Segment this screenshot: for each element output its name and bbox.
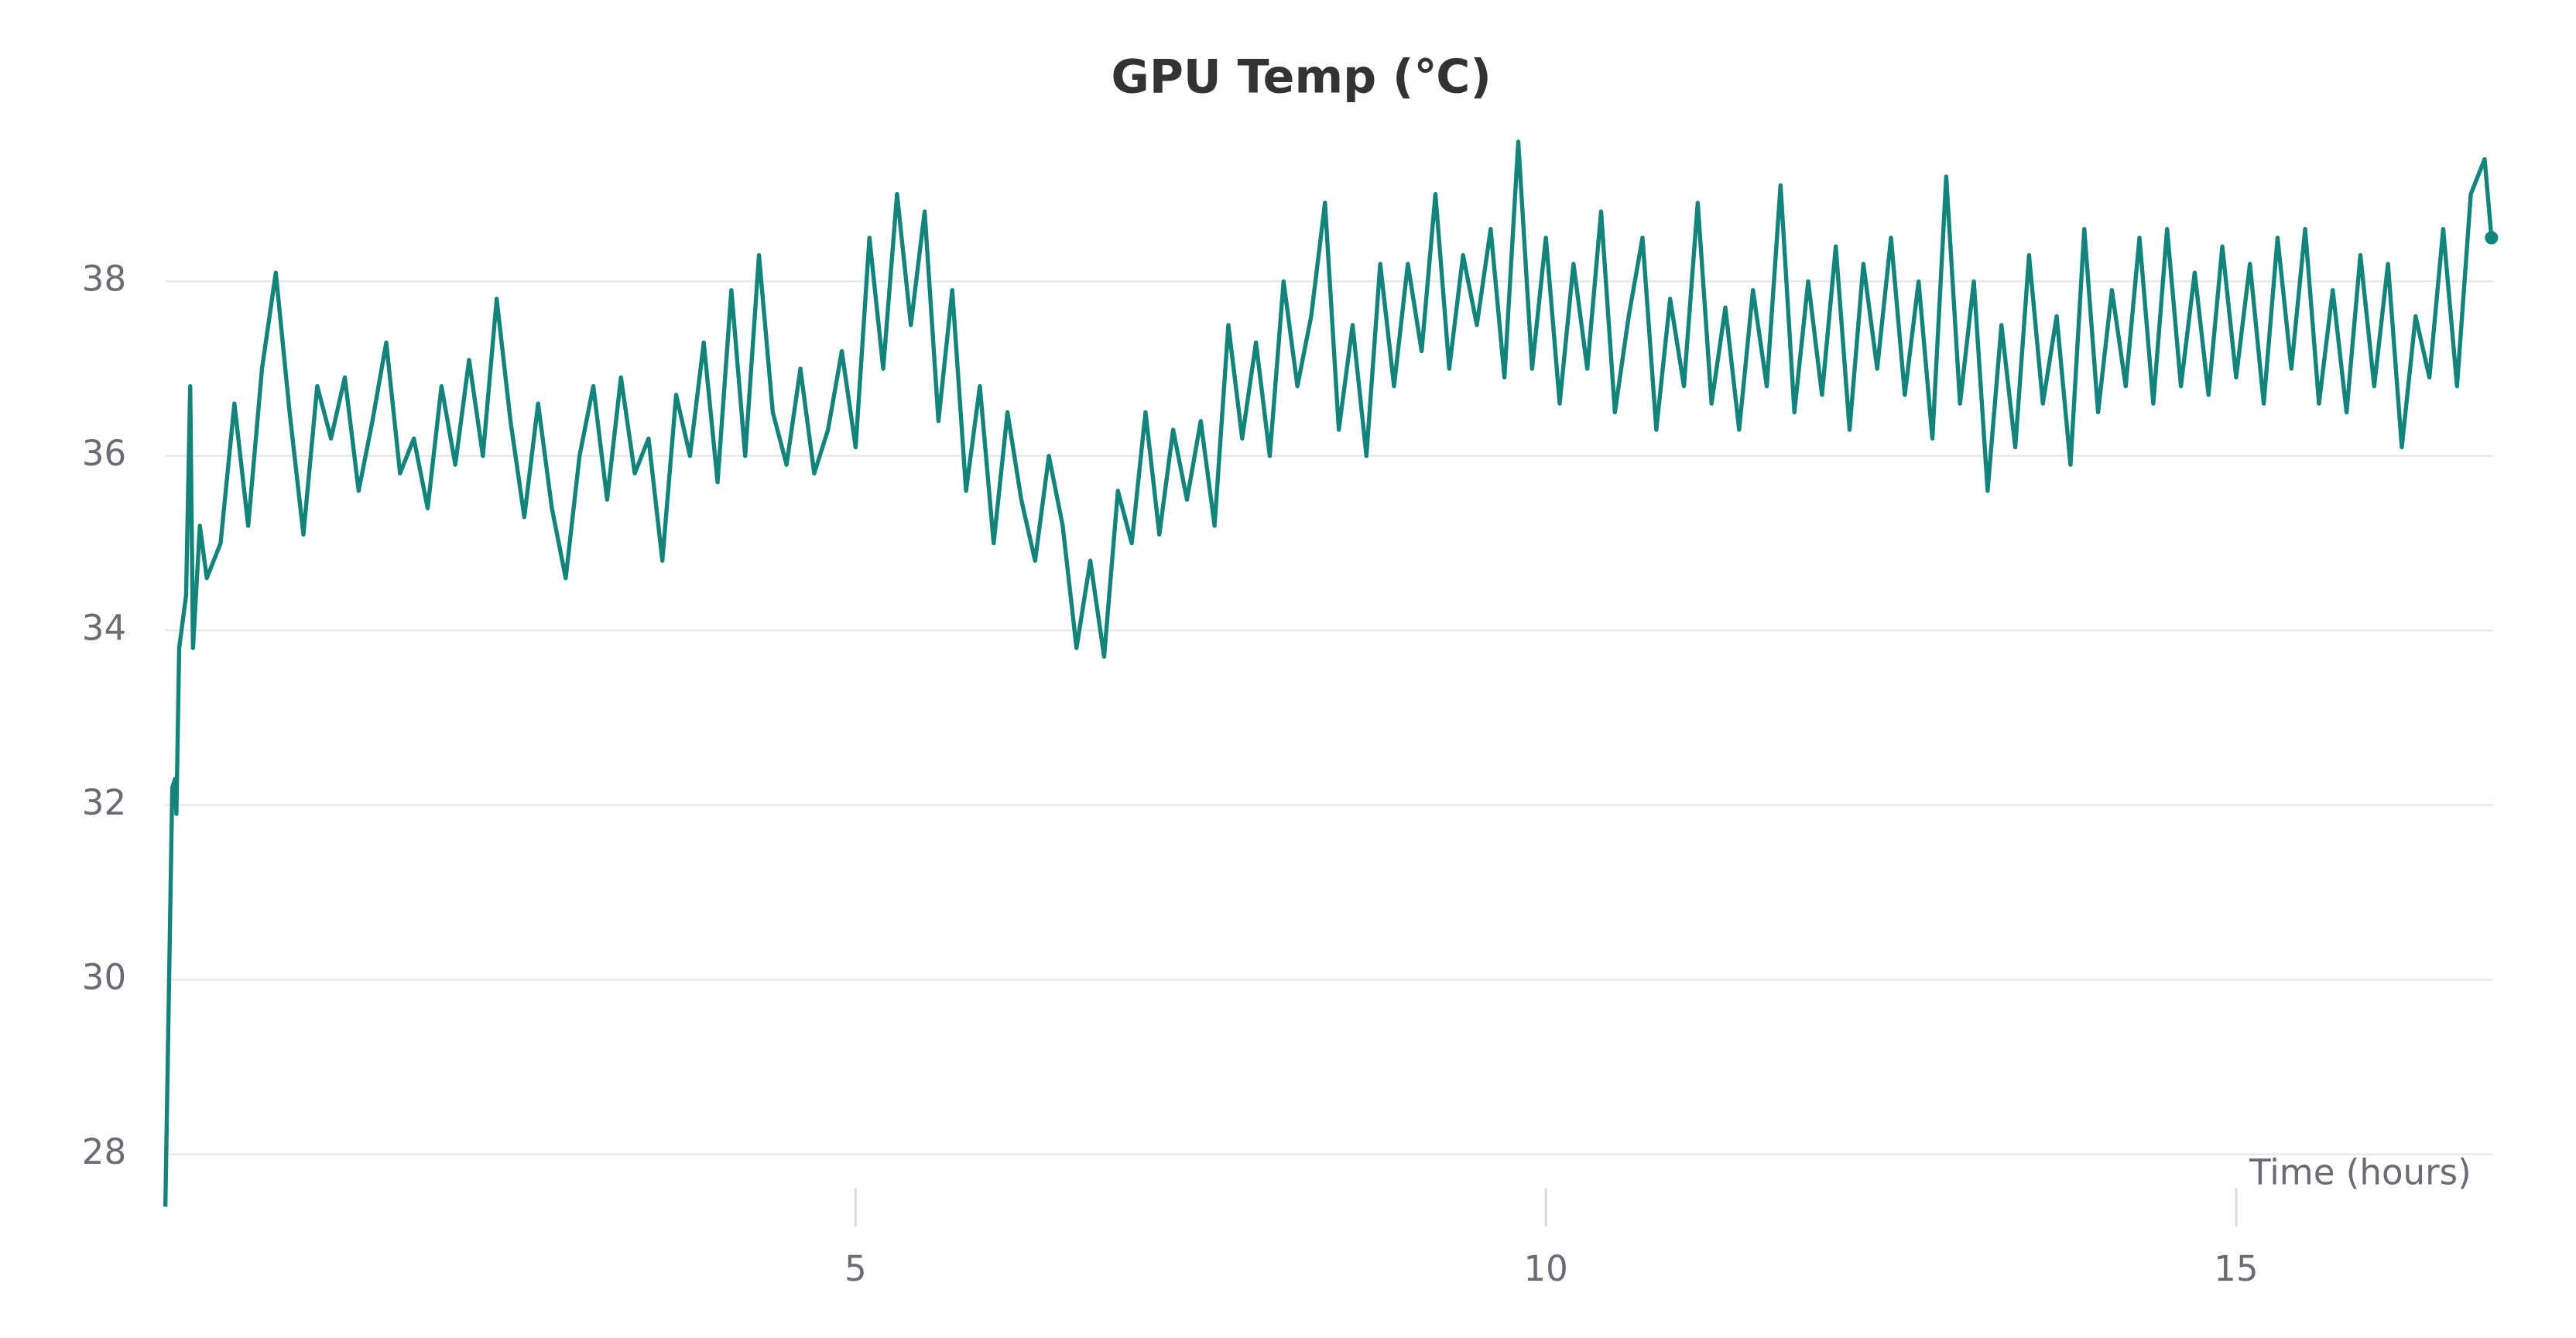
x-tick-label: 5 [844,1248,867,1289]
y-tick-label: 30 [82,956,126,997]
y-tick-label: 38 [82,258,126,299]
x-tick-label: 10 [1523,1248,1567,1289]
line [163,139,2494,1207]
x-tick-label: 15 [2214,1248,2258,1289]
y-tick-label: 34 [82,607,126,648]
end-point [2485,231,2499,245]
chart-title: GPU Temp (℃) [1112,50,1492,105]
x-axis-label: Time (hours) [2249,1152,2472,1193]
y-tick-label: 32 [82,782,126,823]
y-tick-label: 36 [82,433,126,474]
y-tick-label: 28 [82,1131,126,1172]
